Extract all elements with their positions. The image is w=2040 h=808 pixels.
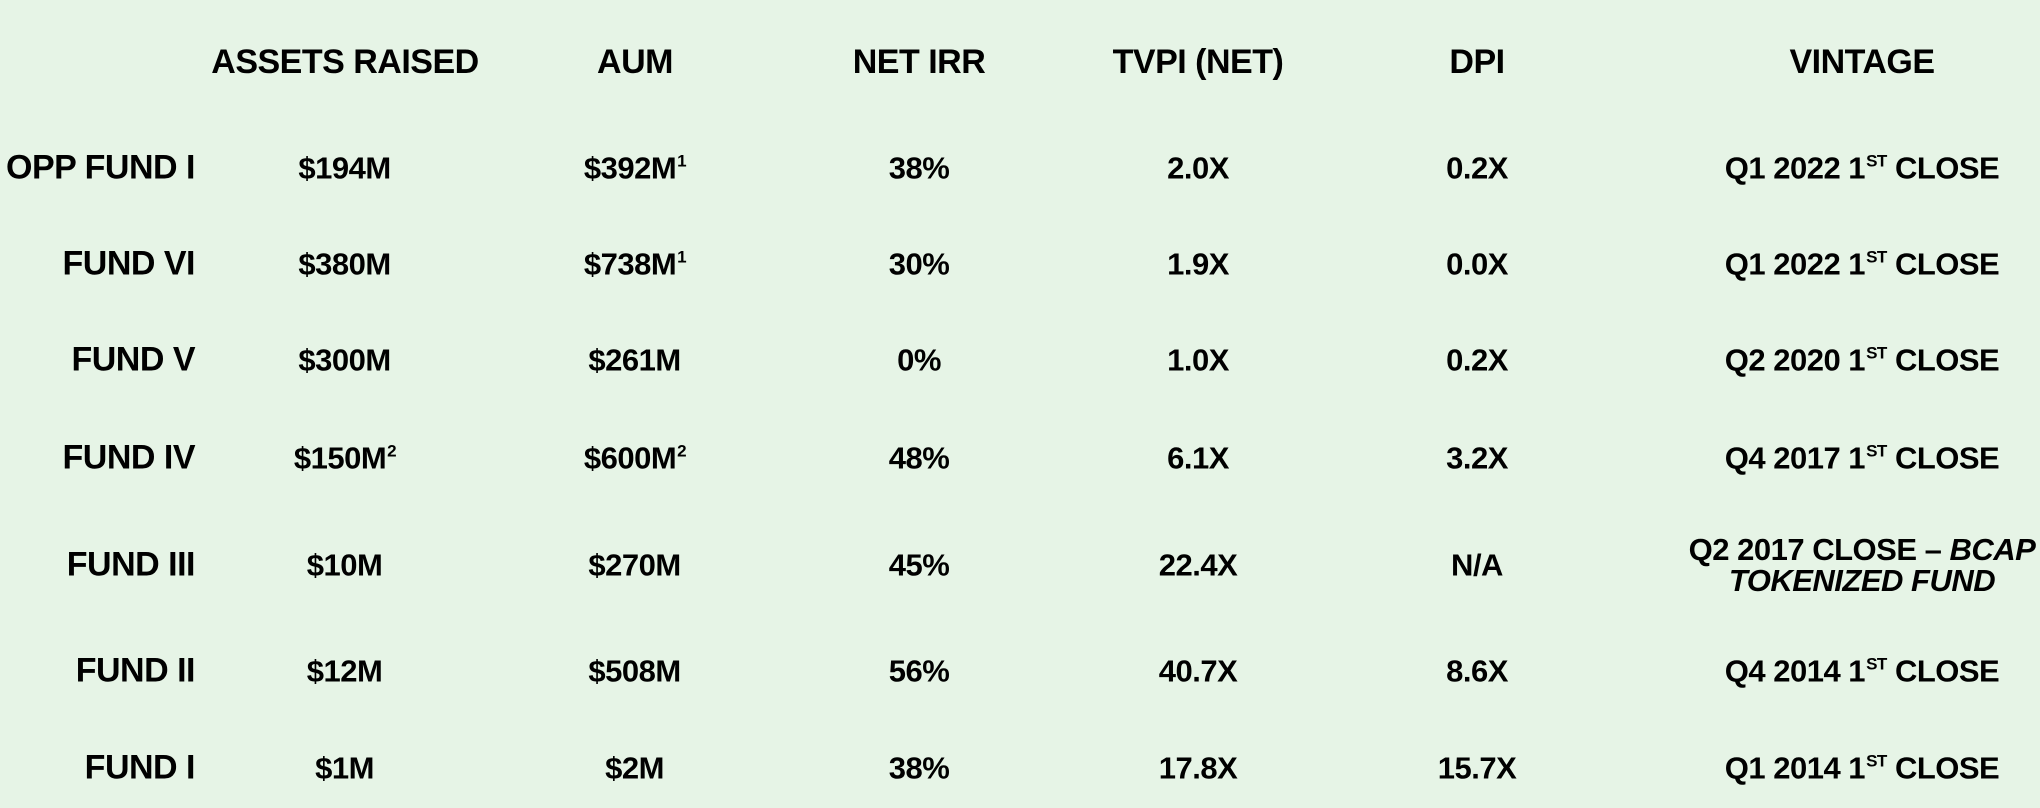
footnote-marker: 2	[387, 441, 397, 461]
ordinal-suffix: ST	[1866, 151, 1887, 171]
tvpi: 17.8X	[1158, 750, 1238, 786]
net-irr: 48%	[888, 440, 950, 476]
vintage: Q2 2020 1ST CLOSE	[1724, 342, 2000, 378]
dpi: 8.6X	[1446, 653, 1508, 689]
aum: $270M	[588, 550, 681, 581]
header-vintage: VINTAGE	[1789, 43, 1935, 81]
header-aum: AUM	[597, 43, 673, 81]
aum-value: $738M	[583, 246, 677, 282]
vintage-close: CLOSE	[1886, 150, 2000, 186]
assets-value: $194M	[298, 150, 391, 186]
aum: $392M1	[583, 150, 687, 186]
aum-value: $600M	[583, 440, 677, 476]
fund-name: FUND V	[71, 340, 195, 379]
tvpi: 22.4X	[1158, 547, 1238, 583]
assets-raised: $150M2	[293, 440, 397, 476]
fund-name: OPP FUND I	[6, 148, 195, 187]
aum: $738M1	[583, 246, 687, 282]
tvpi: 6.1X	[1167, 440, 1229, 476]
aum-value: $270M	[588, 547, 681, 583]
aum-value: $261M	[588, 342, 681, 378]
assets-value: $12M	[306, 653, 383, 689]
fund-name: FUND III	[66, 545, 196, 584]
vintage: Q4 2017 1ST CLOSE	[1724, 440, 2000, 476]
assets-raised: $300M	[298, 345, 391, 376]
fund-name: FUND IV	[62, 438, 196, 477]
assets-raised: $10M	[307, 550, 384, 581]
net-irr: 45%	[888, 547, 950, 583]
dpi: N/A	[1451, 547, 1503, 583]
ordinal-suffix: ST	[1866, 343, 1887, 363]
assets-raised: $1M	[315, 753, 375, 784]
vintage: Q2 2017 CLOSE – BCAP TOKENIZED FUND	[1689, 534, 2036, 596]
ordinal-suffix: ST	[1866, 751, 1887, 771]
aum: $2M	[605, 753, 665, 784]
assets-raised: $194M	[298, 153, 391, 184]
aum-value: $508M	[588, 653, 681, 689]
vintage-text: Q1 2014 1	[1724, 750, 1866, 786]
assets-value: $380M	[298, 246, 391, 282]
aum: $600M2	[583, 440, 687, 476]
aum: $261M	[588, 345, 681, 376]
vintage-italic-line2: TOKENIZED FUND	[1728, 563, 1996, 598]
net-irr: 0%	[897, 342, 941, 378]
dpi: 0.2X	[1446, 342, 1508, 378]
dpi: 0.2X	[1446, 150, 1508, 186]
vintage-text: Q1 2022 1	[1724, 246, 1866, 282]
header-dpi: DPI	[1449, 43, 1505, 81]
assets-value: $150M	[293, 440, 387, 476]
net-irr: 56%	[888, 653, 950, 689]
vintage-text: Q2 2020 1	[1724, 342, 1866, 378]
net-irr: 38%	[888, 150, 950, 186]
ordinal-suffix: ST	[1866, 247, 1887, 267]
tvpi: 1.0X	[1167, 342, 1229, 378]
assets-value: $10M	[306, 547, 383, 583]
fund-name: FUND II	[75, 651, 196, 690]
assets-value: $1M	[315, 750, 374, 786]
dpi: 3.2X	[1446, 440, 1508, 476]
assets-value: $300M	[298, 342, 391, 378]
vintage-text: Q4 2017 1	[1724, 440, 1866, 476]
tvpi: 2.0X	[1167, 150, 1229, 186]
footnote-marker: 2	[677, 441, 687, 461]
assets-raised: $380M	[298, 249, 391, 280]
vintage: Q4 2014 1ST CLOSE	[1724, 653, 2000, 689]
footnote-marker: 1	[677, 151, 687, 171]
vintage: Q1 2022 1ST CLOSE	[1724, 150, 2000, 186]
vintage: Q1 2014 1ST CLOSE	[1724, 750, 2000, 786]
vintage-close: CLOSE	[1886, 653, 2000, 689]
vintage-close: CLOSE	[1886, 440, 2000, 476]
header-assets-raised: ASSETS RAISED	[211, 43, 479, 81]
net-irr: 30%	[888, 246, 950, 282]
vintage-text: Q1 2022 1	[1724, 150, 1866, 186]
fund-name: FUND VI	[62, 244, 196, 283]
header-net-irr: NET IRR	[852, 43, 986, 81]
tvpi: 1.9X	[1167, 246, 1229, 282]
aum: $508M	[588, 656, 681, 687]
vintage-text: Q2 2017 CLOSE –	[1688, 532, 1950, 567]
tvpi: 40.7X	[1158, 653, 1238, 689]
ordinal-suffix: ST	[1866, 654, 1887, 674]
net-irr: 38%	[888, 750, 950, 786]
vintage-text: Q4 2014 1	[1724, 653, 1866, 689]
vintage: Q1 2022 1ST CLOSE	[1724, 246, 2000, 282]
vintage-close: CLOSE	[1886, 342, 2000, 378]
header-tvpi: TVPI (NET)	[1112, 43, 1284, 81]
vintage-italic: BCAP	[1949, 532, 2036, 567]
dpi: 0.0X	[1446, 246, 1508, 282]
vintage-close: CLOSE	[1886, 750, 2000, 786]
assets-raised: $12M	[307, 656, 384, 687]
fund-name: FUND I	[84, 748, 196, 787]
vintage-close: CLOSE	[1886, 246, 2000, 282]
aum-value: $392M	[583, 150, 677, 186]
dpi: 15.7X	[1437, 750, 1517, 786]
ordinal-suffix: ST	[1866, 441, 1887, 461]
aum-value: $2M	[605, 750, 664, 786]
footnote-marker: 1	[677, 247, 687, 267]
